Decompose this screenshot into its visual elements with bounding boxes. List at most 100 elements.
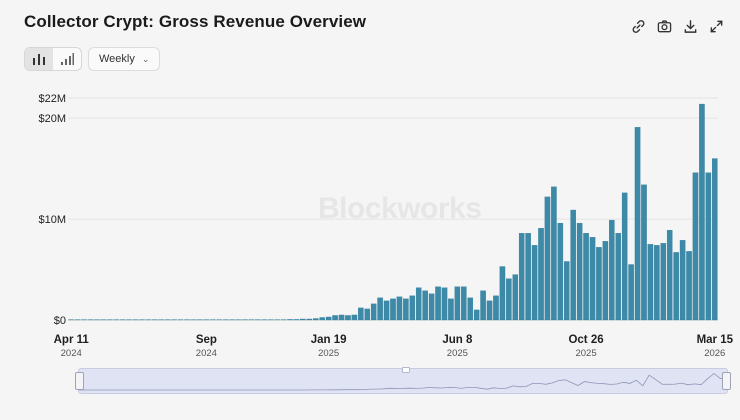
bar[interactable] (441, 287, 448, 321)
bar[interactable] (403, 298, 409, 321)
bar[interactable] (563, 261, 570, 321)
bar[interactable] (409, 295, 416, 321)
navigator-right-handle[interactable] (722, 372, 731, 390)
bar[interactable] (493, 295, 499, 321)
bar[interactable] (312, 318, 319, 321)
bar[interactable] (551, 186, 557, 321)
bar[interactable] (300, 318, 306, 321)
bar[interactable] (415, 287, 422, 321)
bar[interactable] (358, 307, 364, 321)
bar[interactable] (602, 241, 609, 321)
bar[interactable] (666, 230, 673, 321)
bar-chart-icon (33, 54, 45, 65)
bar[interactable] (486, 300, 493, 321)
bar[interactable] (319, 317, 325, 321)
download-icon[interactable] (682, 18, 698, 34)
bar[interactable] (518, 233, 525, 321)
bar[interactable] (538, 228, 544, 321)
expand-icon[interactable] (708, 18, 724, 34)
x-tick-year: 2024 (196, 348, 217, 359)
bar[interactable] (660, 243, 667, 321)
bar[interactable] (570, 209, 576, 321)
bar[interactable] (293, 319, 300, 321)
x-tick-year: 2025 (318, 348, 339, 359)
x-tick-label: Apr 11 (54, 334, 90, 346)
bar[interactable] (473, 309, 480, 321)
bar[interactable] (673, 252, 679, 321)
navigator-left-handle[interactable] (75, 372, 84, 390)
y-tick-label: $20M (38, 113, 66, 125)
navigator-grip[interactable] (402, 367, 410, 373)
bar[interactable] (332, 315, 338, 321)
signal-bars-toggle[interactable] (53, 48, 81, 70)
bar[interactable] (692, 172, 699, 321)
bar[interactable] (609, 219, 615, 321)
bar[interactable] (679, 240, 686, 321)
chart-title: Collector Crypt: Gross Revenue Overview (24, 12, 367, 31)
bar[interactable] (435, 286, 441, 321)
link-icon[interactable] (630, 18, 646, 34)
interval-dropdown[interactable]: Weekly ⌄ (88, 47, 161, 71)
bar[interactable] (576, 222, 583, 321)
bar[interactable] (364, 308, 371, 321)
bar[interactable] (615, 233, 622, 321)
bar[interactable] (699, 103, 705, 321)
x-tick-label: Oct 26 (568, 334, 603, 346)
bar[interactable] (467, 297, 473, 321)
x-tick-year: 2024 (61, 348, 82, 359)
bar[interactable] (512, 274, 519, 321)
bar[interactable] (499, 266, 506, 321)
x-tick-year: 2025 (575, 348, 596, 359)
bar[interactable] (480, 290, 486, 321)
bar[interactable] (306, 318, 313, 321)
bar[interactable] (596, 247, 602, 321)
bar[interactable] (686, 251, 692, 321)
y-tick-label: $22M (38, 93, 66, 105)
bar[interactable] (531, 245, 538, 321)
bar[interactable] (351, 314, 358, 321)
bar[interactable] (712, 158, 718, 321)
bar[interactable] (654, 245, 660, 321)
bar[interactable] (589, 237, 596, 321)
bar[interactable] (647, 244, 654, 321)
bar[interactable] (544, 196, 551, 321)
bar[interactable] (628, 264, 634, 321)
bar[interactable] (506, 278, 512, 321)
range-navigator[interactable] (75, 367, 731, 394)
x-tick-year: 2026 (704, 348, 725, 359)
bar[interactable] (454, 286, 461, 321)
bar[interactable] (325, 316, 332, 321)
y-tick-label: $10M (38, 214, 66, 226)
bar[interactable] (705, 172, 712, 321)
bar[interactable] (557, 222, 564, 321)
bar[interactable] (448, 298, 454, 321)
x-tick-label: Mar 15 (697, 334, 734, 346)
chevron-down-icon: ⌄ (141, 53, 150, 64)
bar[interactable] (383, 300, 390, 321)
chart-type-toggle (24, 47, 82, 71)
bar[interactable] (390, 298, 396, 321)
bar-chart: $0 $10M $20M $22M Apr 11 2024 Sep 2024 Jan 19 202… (38, 93, 734, 359)
x-tick-label: Jan 19 (311, 334, 347, 346)
bar[interactable] (428, 293, 435, 321)
bar[interactable] (461, 286, 467, 321)
bar[interactable] (634, 127, 641, 321)
bar[interactable] (345, 315, 351, 321)
chart-toolbar (630, 18, 724, 34)
signal-bars-icon (61, 53, 74, 65)
bar[interactable] (338, 314, 345, 321)
bar-chart-toggle[interactable] (25, 48, 53, 70)
bar[interactable] (641, 184, 647, 321)
bar[interactable] (422, 290, 428, 321)
bar[interactable] (287, 319, 293, 321)
bar[interactable] (377, 297, 383, 321)
bar[interactable] (621, 192, 628, 321)
x-tick-year: 2025 (447, 348, 468, 359)
bar[interactable] (525, 233, 531, 321)
bar[interactable] (583, 233, 589, 321)
navigator-sparkline (79, 372, 727, 391)
camera-icon[interactable] (656, 18, 672, 34)
bar[interactable] (396, 296, 403, 321)
bar[interactable] (370, 303, 377, 321)
sparkline-path (79, 372, 727, 391)
